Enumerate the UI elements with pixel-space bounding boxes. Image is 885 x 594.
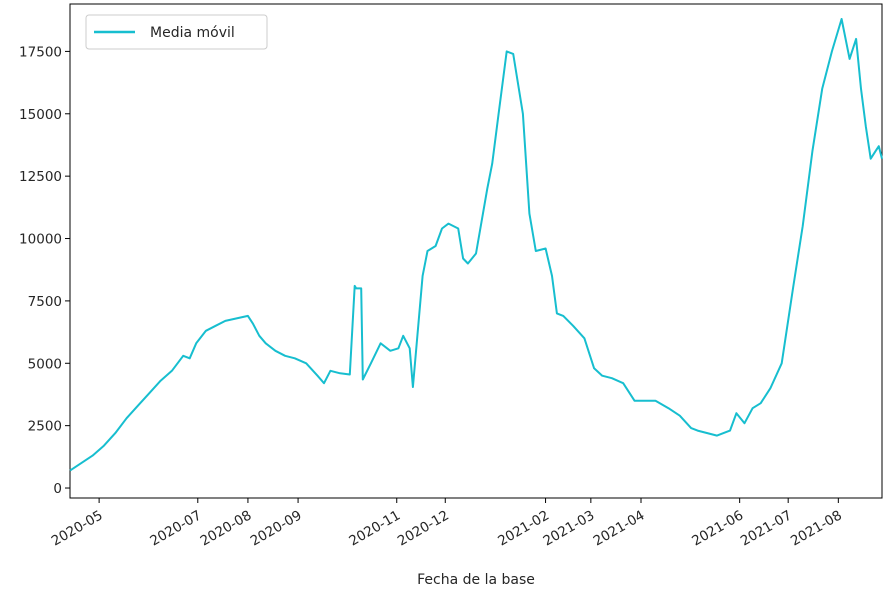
x-axis-label: Fecha de la base <box>417 572 535 588</box>
x-tick-label: 2020-07 <box>147 507 204 549</box>
x-tick-label: 2020-09 <box>248 507 305 549</box>
legend-label: Media móvil <box>150 25 235 41</box>
y-tick-label: 10000 <box>19 232 62 248</box>
x-tick-label: 2021-03 <box>540 507 597 549</box>
series-layer <box>69 18 883 472</box>
y-tick-label: 12500 <box>19 169 62 185</box>
y-tick-label: 0 <box>53 481 62 497</box>
legend: Media móvil <box>85 14 268 50</box>
y-tick-label: 15000 <box>19 107 62 123</box>
series-line-0 <box>69 18 883 472</box>
x-tick-label: 2021-04 <box>591 507 648 549</box>
y-tick-label: 5000 <box>28 356 62 372</box>
y-tick-label: 2500 <box>28 419 62 435</box>
y-tick-label: 7500 <box>28 294 62 310</box>
y-tick-label: 17500 <box>19 44 62 60</box>
x-tick-label: 2020-08 <box>198 507 255 549</box>
x-tick-label: 2020-12 <box>395 507 452 549</box>
x-tick-label: 2021-08 <box>788 507 845 549</box>
x-tick-label: 2020-05 <box>49 507 106 549</box>
plot-area <box>69 3 883 499</box>
y-axis: 0 2500 5000 7500 10000 12500 15000 17500 <box>19 44 70 497</box>
legend-box <box>85 14 268 50</box>
x-tick-label: 2021-02 <box>495 507 552 549</box>
x-tick-label: 2020-11 <box>346 507 403 549</box>
plot-frame <box>69 3 883 499</box>
x-tick-label: 2021-07 <box>738 507 795 549</box>
x-tick-label: 2021-06 <box>689 507 746 549</box>
